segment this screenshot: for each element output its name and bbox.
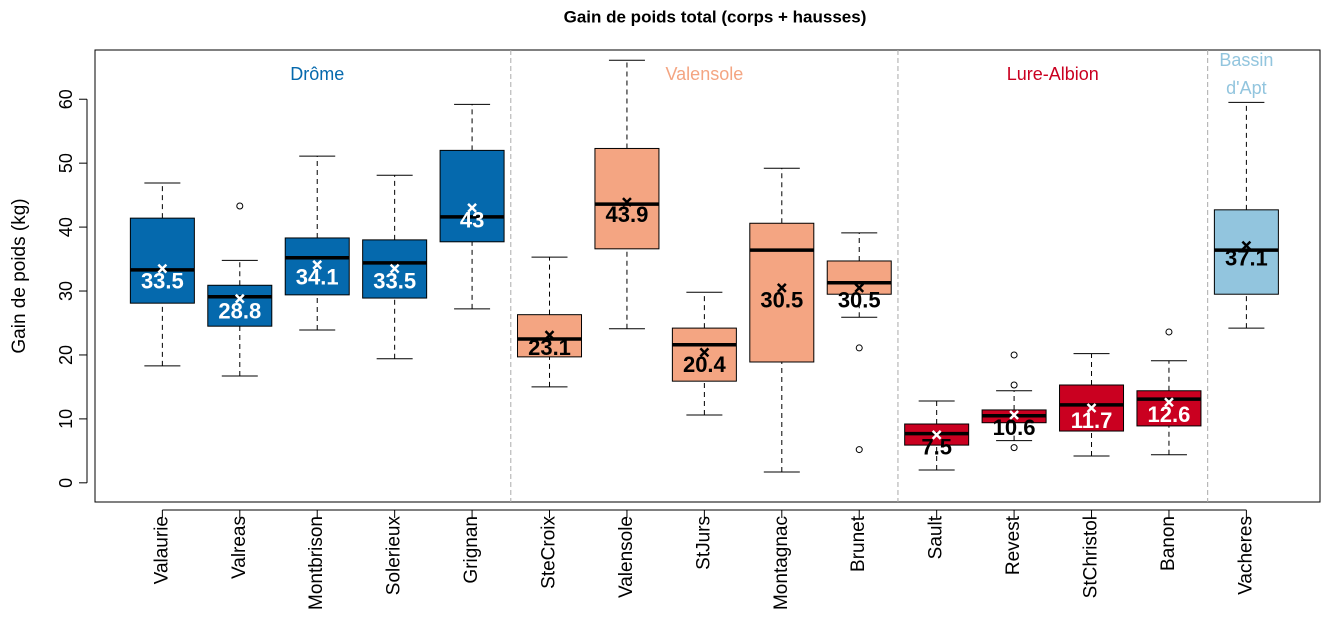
mean-label: 30.5 (760, 288, 803, 313)
x-tick-label: Banon (1158, 516, 1179, 571)
mean-marker (1086, 403, 1097, 413)
mean-label: 11.7 (1071, 408, 1113, 433)
chart-title: Gain de poids total (corps + hausses) (564, 7, 867, 26)
mean-marker (389, 263, 400, 274)
mean-marker (1009, 410, 1019, 420)
mean-label: 43 (460, 208, 484, 233)
x-tick-label: Vacheres (1235, 516, 1256, 595)
x-tick-label: Valaurie (151, 516, 172, 584)
mean-marker (854, 282, 865, 293)
x-tick-label: SteCroix (539, 516, 560, 589)
x-tick-label: Solerieux (384, 516, 405, 596)
mean-label: 20.4 (683, 352, 727, 377)
box (749, 222, 815, 363)
outlier (855, 446, 863, 454)
y-tick-label: 20 (56, 345, 76, 365)
mean-label: 43.9 (606, 202, 649, 227)
x-tick-label: StChristol (1081, 516, 1102, 598)
outlier (1010, 444, 1018, 452)
y-tick-label: 50 (56, 153, 76, 173)
outlier (1010, 381, 1018, 389)
mean-marker (157, 263, 168, 274)
mean-label: 37.1 (1225, 245, 1268, 270)
outlier (1165, 328, 1173, 336)
outlier (236, 202, 244, 210)
mean-label: 30.5 (838, 288, 881, 313)
box (129, 217, 195, 304)
x-tick-label: Valreas (229, 516, 250, 579)
x-tick-label: Brunet (848, 515, 869, 572)
group-label: Valensole (666, 64, 744, 84)
mean-marker (931, 429, 942, 440)
x-tick-label: Montbrison (306, 516, 327, 610)
box (671, 327, 737, 382)
plot-frame (94, 49, 1321, 503)
x-tick-label: Valensole (616, 516, 637, 598)
mean-marker (699, 347, 710, 358)
mean-label: 28.8 (218, 299, 261, 324)
x-tick-label: Grignan (461, 516, 482, 584)
mean-marker (1241, 240, 1252, 251)
y-tick-label: 10 (56, 409, 76, 429)
x-tick-label: Sault (926, 515, 947, 559)
box (439, 149, 505, 243)
mean-label: 10.6 (993, 415, 1036, 440)
mean-label: 12.6 (1148, 402, 1191, 427)
mean-marker (234, 293, 245, 304)
group-label: Lure-Albion (1007, 64, 1099, 84)
y-tick-label: 40 (56, 217, 76, 237)
x-tick-label: Revest (1003, 515, 1024, 575)
y-axis-label: Gain de poids (kg) (9, 198, 30, 353)
mean-label: 33.5 (141, 268, 184, 293)
group-label: Bassin (1219, 50, 1273, 70)
mean-marker (776, 282, 787, 293)
box (1136, 390, 1202, 427)
group-label: Drôme (290, 64, 344, 84)
mean-marker (622, 197, 632, 208)
mean-marker (312, 259, 323, 270)
x-tick-label: Montagnac (771, 516, 792, 610)
mean-label: 34.1 (296, 265, 339, 290)
mean-label: 7.5 (921, 435, 952, 460)
box (594, 147, 660, 250)
group-label: d'Apt (1226, 78, 1266, 98)
mean-marker (1164, 397, 1174, 408)
x-tick-label: StJurs (693, 516, 714, 570)
outlier (1010, 351, 1018, 359)
y-tick-label: 30 (56, 281, 76, 301)
mean-marker (544, 330, 555, 341)
box (1213, 209, 1279, 295)
mean-label: 23.1 (528, 335, 571, 360)
box (207, 284, 273, 327)
outlier (855, 344, 863, 352)
y-tick-label: 60 (56, 89, 76, 109)
y-tick-label: 0 (56, 478, 76, 488)
mean-label: 33.5 (373, 268, 416, 293)
mean-marker (467, 203, 477, 213)
